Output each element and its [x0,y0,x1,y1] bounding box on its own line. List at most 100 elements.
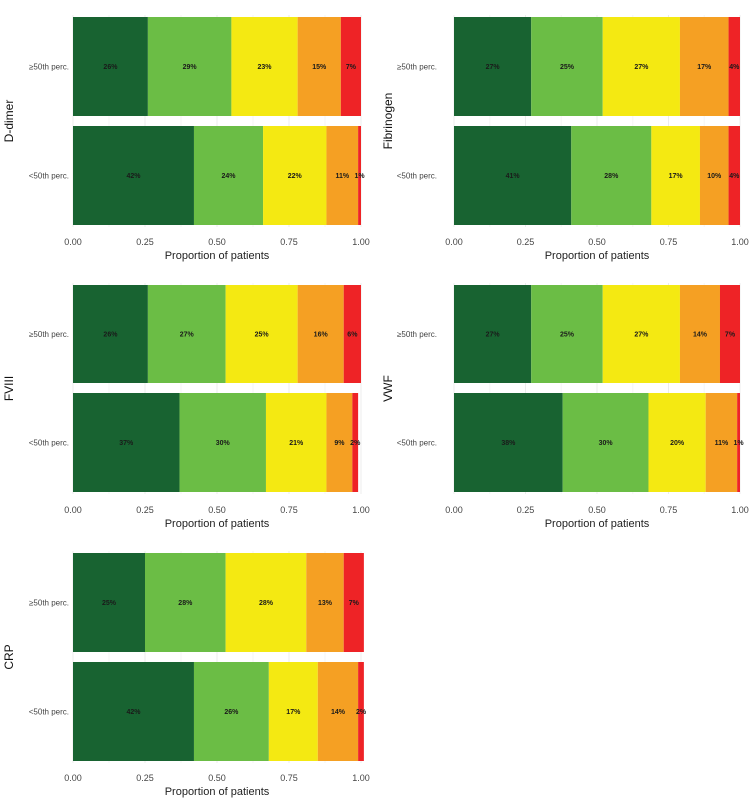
category-label: <50th perc. [397,439,437,448]
bar-segment [454,285,532,383]
segment-label: 28% [259,600,274,607]
bar-segment [326,393,353,492]
segment-label: 42% [126,173,141,180]
x-tick-label: 0.50 [588,237,606,247]
segment-label: 29% [183,64,198,71]
bar-segment [147,285,226,383]
bar-segment [73,393,180,492]
segment-label: 21% [289,440,304,447]
segment-label: 24% [222,173,237,180]
x-tick-label: 0.00 [445,505,463,515]
segment-label: 11% [335,173,349,180]
segment-label: 25% [102,600,117,607]
bar-segment [454,393,563,492]
x-tick-label: 0.00 [64,505,82,515]
category-label: <50th perc. [397,172,437,181]
segment-label: 27% [634,332,649,339]
bar-segment [306,553,344,652]
bar-segment [602,285,680,383]
x-axis-title: Proportion of patients [165,786,270,798]
segment-label: 23% [258,64,273,71]
category-label: <50th perc. [29,708,69,717]
x-tick-label: 0.00 [64,773,82,783]
bar-segment [454,17,532,116]
bar-segment [73,285,148,383]
segment-label: 20% [670,440,685,447]
bar-segment [193,126,264,225]
bar-segment [648,393,706,492]
bar-segment [297,285,344,383]
x-axis-title: Proportion of patients [165,518,270,530]
x-tick-label: 0.50 [208,505,226,515]
segment-label: 27% [486,64,501,71]
segment-label: 14% [693,332,708,339]
segment-label: 15% [312,64,327,71]
segment-label: 17% [697,64,712,71]
segment-label: 26% [103,332,118,339]
segment-label: 17% [669,173,684,180]
bar-segment [728,17,740,116]
bar-segment [268,662,318,761]
segment-label: 38% [501,440,516,447]
segment-label: 16% [314,332,329,339]
x-tick-label: 1.00 [731,505,749,515]
segment-label: 2% [356,709,367,716]
x-axis-title: Proportion of patients [545,518,650,530]
bar-segment [145,553,226,652]
panel-title: D-dimer [2,100,16,143]
segment-label: 11% [715,440,729,447]
bar-segment [179,393,266,492]
segment-label: 1% [734,440,745,447]
segment-label: 4% [729,64,740,71]
segment-label: 28% [178,600,193,607]
segment-label: 25% [255,332,270,339]
segment-label: 27% [180,332,195,339]
bar-segment [343,285,361,383]
segment-label: 30% [216,440,231,447]
x-tick-label: 0.50 [588,505,606,515]
bar-segment [193,662,269,761]
x-tick-label: 0.50 [208,237,226,247]
bar-segment [531,17,603,116]
x-tick-label: 0.75 [280,505,298,515]
segment-label: 26% [224,709,239,716]
segment-label: 10% [707,173,722,180]
bar-segment [147,17,232,116]
segment-label: 17% [286,709,301,716]
bar-segment [343,553,364,652]
bar-segment [73,553,145,652]
bar-segment [73,126,194,225]
bar-segment [231,17,298,116]
panel-title: CRP [2,644,16,669]
segment-label: 25% [560,64,575,71]
segment-label: 41% [506,173,521,180]
segment-label: 2% [350,440,361,447]
bar-segment [454,126,572,225]
x-axis-title: Proportion of patients [165,250,270,262]
bar-segment [705,393,738,492]
bar-segment [225,285,298,383]
segment-label: 22% [288,173,303,180]
segment-label: 6% [347,332,358,339]
bar-segment [562,393,649,492]
bar-segment [225,553,307,652]
x-tick-label: 1.00 [352,237,370,247]
category-label: <50th perc. [29,172,69,181]
category-label: ≥50th perc. [397,63,437,72]
x-tick-label: 0.50 [208,773,226,783]
segment-label: 14% [331,709,346,716]
segment-label: 42% [126,709,141,716]
x-tick-label: 1.00 [731,237,749,247]
segment-label: 4% [729,173,740,180]
segment-label: 7% [349,600,360,607]
segment-label: 1% [354,173,365,180]
bar-segment [73,662,194,761]
segment-label: 7% [725,332,736,339]
segment-label: 9% [334,440,345,447]
x-tick-label: 1.00 [352,505,370,515]
segment-label: 27% [634,64,649,71]
x-tick-label: 0.00 [445,237,463,247]
bar-segment [326,126,359,225]
segment-label: 7% [346,64,357,71]
segment-label: 27% [486,332,501,339]
